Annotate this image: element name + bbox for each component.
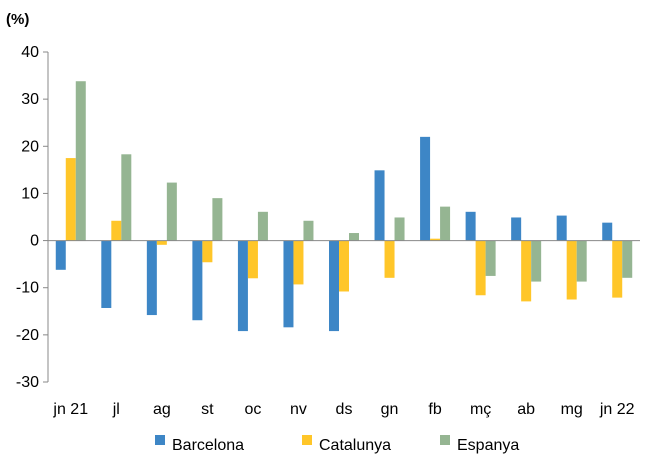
y-tick-label: 20 bbox=[21, 138, 39, 155]
bar-espanya-11 bbox=[576, 240, 587, 282]
bar-catalunya-0 bbox=[65, 158, 76, 241]
bar-barcelona-10 bbox=[511, 217, 522, 241]
bar-espanya-0 bbox=[75, 81, 86, 241]
y-unit-label: (%) bbox=[6, 11, 29, 28]
y-tick-label: 40 bbox=[21, 44, 39, 61]
bar-barcelona-12 bbox=[602, 222, 613, 241]
x-tick-label: jn 22 bbox=[599, 401, 635, 418]
legend-swatch-espanya bbox=[440, 435, 450, 445]
bar-barcelona-8 bbox=[420, 136, 431, 241]
bar-espanya-2 bbox=[166, 182, 177, 241]
bar-espanya-10 bbox=[531, 240, 542, 282]
bar-catalunya-11 bbox=[566, 240, 577, 300]
y-tick-label: -20 bbox=[16, 327, 39, 344]
y-tick-label: 30 bbox=[21, 91, 39, 108]
x-tick-label: nv bbox=[290, 401, 307, 418]
legend-swatch-catalunya bbox=[302, 435, 312, 445]
x-tick-label: oc bbox=[244, 401, 261, 418]
bar-barcelona-0 bbox=[55, 240, 66, 270]
y-tick-label: 0 bbox=[30, 233, 39, 250]
bar-catalunya-2 bbox=[156, 240, 167, 245]
bar-catalunya-3 bbox=[202, 240, 213, 263]
bar-espanya-6 bbox=[349, 233, 359, 241]
y-tick-label: -30 bbox=[16, 374, 39, 391]
x-tick-label: ag bbox=[153, 401, 171, 418]
x-tick-label: jl bbox=[112, 401, 120, 418]
y-axis: -30 -20 -10 0 10 20 30 40 bbox=[16, 44, 49, 391]
bar-catalunya-6 bbox=[339, 240, 349, 292]
bar-catalunya-8 bbox=[430, 238, 441, 241]
bar-catalunya-1 bbox=[111, 220, 122, 241]
y-tick-label: -10 bbox=[16, 280, 39, 297]
bar-catalunya-5 bbox=[293, 240, 304, 285]
bar-barcelona-5 bbox=[283, 240, 294, 328]
bar-barcelona-7 bbox=[374, 170, 385, 241]
bar-catalunya-12 bbox=[612, 240, 623, 298]
legend-label-espanya: Espanya bbox=[457, 437, 519, 454]
bar-espanya-12 bbox=[622, 240, 633, 278]
x-tick-label: mg bbox=[561, 401, 583, 418]
legend-label-catalunya: Catalunya bbox=[319, 437, 391, 454]
x-tick-label: fb bbox=[428, 401, 441, 418]
x-tick-label: ab bbox=[517, 401, 535, 418]
bar-barcelona-3 bbox=[192, 240, 203, 321]
x-axis: jn 21 jl ag st oc nv ds gn fb mç ab mg jn 22 bbox=[48, 240, 640, 418]
legend: Barcelona Catalunya Espanya bbox=[155, 435, 519, 454]
bar-espanya-4 bbox=[257, 211, 268, 241]
bar-espanya-7 bbox=[394, 217, 405, 241]
bar-barcelona-4 bbox=[237, 240, 248, 332]
bar-espanya-5 bbox=[303, 220, 314, 241]
bar-barcelona-11 bbox=[556, 215, 567, 241]
bar-barcelona-2 bbox=[146, 240, 157, 316]
bar-catalunya-9 bbox=[475, 240, 486, 296]
bar-espanya-9 bbox=[485, 240, 496, 276]
x-tick-label: gn bbox=[381, 401, 399, 418]
legend-swatch-barcelona bbox=[155, 435, 165, 445]
bars bbox=[55, 81, 633, 332]
bar-espanya-8 bbox=[440, 206, 451, 241]
bar-barcelona-9 bbox=[465, 211, 476, 241]
x-tick-label: jn 21 bbox=[52, 401, 88, 418]
bar-barcelona-6 bbox=[329, 240, 339, 332]
x-tick-label: st bbox=[201, 401, 214, 418]
x-tick-label: ds bbox=[336, 401, 353, 418]
bar-catalunya-10 bbox=[521, 240, 532, 302]
y-tick-label: 10 bbox=[21, 185, 39, 202]
bar-espanya-3 bbox=[212, 198, 223, 241]
bar-barcelona-1 bbox=[101, 240, 112, 308]
bar-catalunya-7 bbox=[384, 240, 395, 278]
x-tick-label: mç bbox=[470, 401, 491, 418]
bar-espanya-1 bbox=[121, 154, 132, 241]
legend-label-barcelona: Barcelona bbox=[172, 437, 244, 454]
bar-catalunya-4 bbox=[247, 240, 258, 279]
